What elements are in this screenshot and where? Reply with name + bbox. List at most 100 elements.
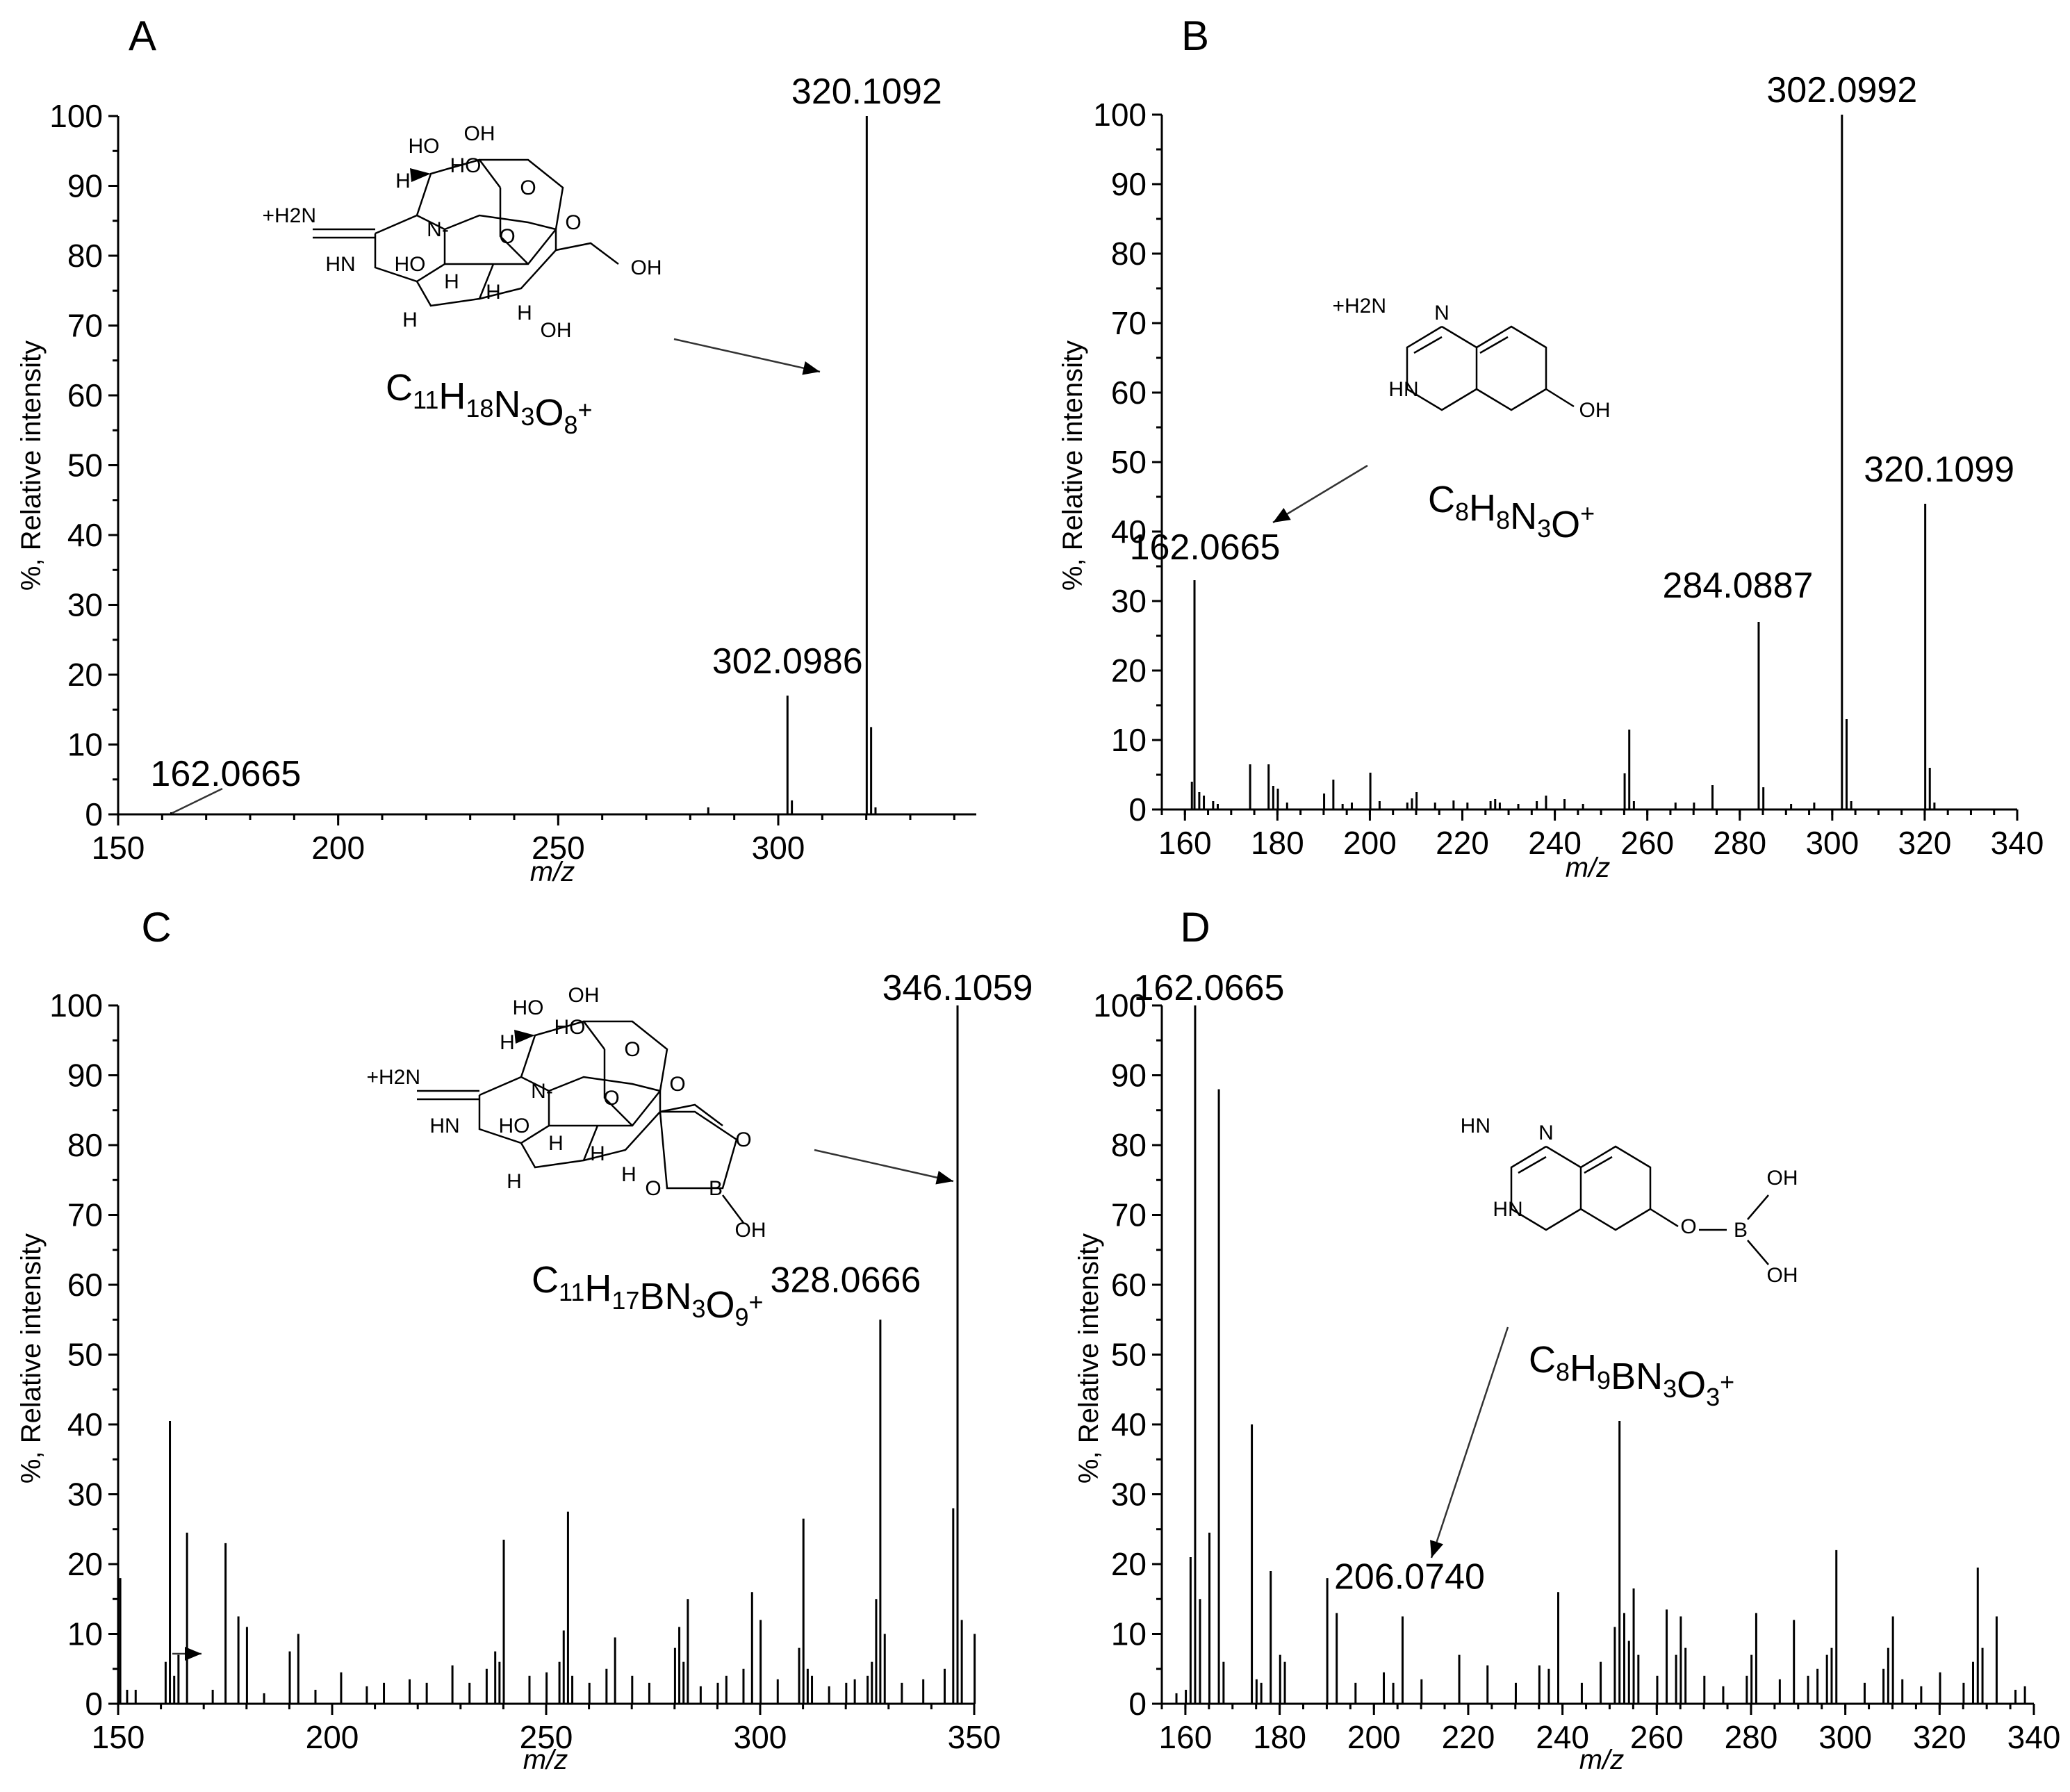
molecular-formula: C11H18N3O8+ — [386, 367, 593, 439]
y-tick-label: 0 — [1128, 1686, 1147, 1722]
atom-label: B — [709, 1177, 723, 1200]
x-tick-label: 200 — [311, 830, 365, 866]
formula-element: BN — [639, 1276, 691, 1317]
y-tick-label: 80 — [67, 1127, 103, 1163]
x-tick-label: 180 — [1253, 1719, 1306, 1755]
atom-label: H — [444, 270, 459, 293]
formula-element: H — [1469, 487, 1496, 529]
formula-element: H — [584, 1267, 611, 1309]
formula-subscript: 3 — [1706, 1383, 1720, 1411]
y-tick-label: 50 — [67, 1337, 103, 1373]
formula-subscript: 3 — [520, 402, 534, 431]
x-tick-label: 300 — [1818, 1719, 1872, 1755]
formula-element: N — [493, 384, 520, 425]
bond — [416, 263, 495, 307]
y-tick-label: 10 — [1111, 1616, 1147, 1652]
atom-label: H — [517, 302, 532, 324]
atom-label: +H2N — [262, 204, 316, 227]
y-tick-label: 20 — [67, 657, 103, 693]
y-tick-label: 60 — [1111, 375, 1147, 411]
atom-label: O — [1680, 1215, 1696, 1238]
x-tick-label: 220 — [1442, 1719, 1495, 1755]
y-tick-label: 90 — [1111, 166, 1147, 202]
arrow-head — [185, 1647, 202, 1661]
y-tick-label: 90 — [1111, 1058, 1147, 1094]
x-tick-label: 260 — [1620, 825, 1674, 861]
atom-label: HO — [513, 996, 544, 1019]
x-tick-label: 220 — [1436, 825, 1489, 861]
x-tick-label: 160 — [1159, 1719, 1213, 1755]
formula-charge: + — [749, 1288, 764, 1316]
atom-label: N — [1538, 1121, 1554, 1144]
wedge-bond — [514, 1030, 535, 1044]
formula-element: O — [705, 1284, 734, 1326]
atom-label: OH — [1767, 1264, 1798, 1287]
x-tick-label: 180 — [1251, 825, 1304, 861]
bond — [1747, 1240, 1769, 1265]
x-axis-title: m/z — [1566, 853, 1610, 883]
atom-label: +H2N — [366, 1066, 420, 1089]
bond — [1545, 388, 1575, 408]
atom-label: O — [624, 1038, 640, 1061]
atom-label: HO — [555, 1016, 586, 1039]
bond — [520, 1020, 605, 1078]
formula-subscript: 18 — [466, 394, 493, 422]
atom-label: H — [395, 170, 411, 192]
y-axis-title: %, Relative intensity — [16, 1233, 47, 1483]
arrow-head — [935, 1170, 953, 1185]
atom-label: O — [520, 176, 536, 199]
bond — [416, 158, 501, 216]
peak-label: 284.0887 — [1663, 566, 1814, 606]
atom-label: O — [603, 1087, 619, 1110]
atom-label: H — [402, 309, 418, 331]
x-tick-label: 280 — [1713, 825, 1766, 861]
atom-label: O — [645, 1177, 661, 1200]
y-tick-label: 40 — [1111, 1406, 1147, 1442]
y-tick-label: 50 — [1111, 1337, 1147, 1373]
y-tick-label: 30 — [67, 587, 103, 623]
x-tick-label: 200 — [1343, 825, 1397, 861]
y-tick-label: 10 — [1111, 722, 1147, 758]
bond — [659, 1103, 723, 1126]
arrow-head — [1273, 508, 1291, 523]
atom-label: N- — [531, 1080, 553, 1103]
y-tick-label: 70 — [67, 1197, 103, 1233]
y-tick-label: 100 — [1093, 987, 1147, 1024]
panel-B: B 0 10 20 30 40 50 60 70 80 90 100 160 180 200 220 240 26… — [1058, 13, 2044, 883]
molecular-formula: C8H8N3O+ — [1428, 479, 1595, 545]
bond — [603, 1049, 633, 1126]
x-tick-label: 150 — [92, 830, 145, 866]
bond — [1747, 1194, 1769, 1220]
y-tick-label: 100 — [49, 987, 103, 1024]
bond — [1650, 1208, 1679, 1228]
bond — [479, 229, 557, 300]
peak-label: 206.0740 — [1334, 1556, 1485, 1597]
x-tick-label: 300 — [1805, 825, 1859, 861]
y-tick-label: 60 — [67, 1267, 103, 1303]
x-tick-label: 240 — [1528, 825, 1582, 861]
atom-label: OH — [568, 984, 600, 1007]
x-tick-label: 300 — [734, 1719, 787, 1755]
y-tick-label: 30 — [1111, 583, 1147, 619]
bond — [444, 214, 557, 231]
y-tick-label: 10 — [67, 727, 103, 763]
atom-label: O — [735, 1128, 751, 1151]
formula-element: O — [1551, 504, 1580, 545]
formula-element: N — [1510, 495, 1537, 537]
y-tick-label: 50 — [1111, 444, 1147, 480]
panel-letter: B — [1181, 13, 1209, 59]
formula-subscript: 9 — [734, 1303, 748, 1331]
y-tick-label: 40 — [67, 1406, 103, 1442]
y-tick-label: 50 — [67, 447, 103, 484]
atom-label: HN — [1461, 1115, 1490, 1137]
atom-label: H — [548, 1132, 564, 1155]
atom-label: HO — [499, 1115, 530, 1137]
formula-element: O — [534, 392, 564, 434]
x-axis-title: m/z — [1579, 1745, 1624, 1775]
y-tick-label: 60 — [67, 377, 103, 413]
atom-label: N — [1434, 302, 1449, 324]
atom-label: HN — [429, 1115, 459, 1137]
y-tick-label: 80 — [67, 238, 103, 274]
atom-label: H — [590, 1142, 605, 1165]
